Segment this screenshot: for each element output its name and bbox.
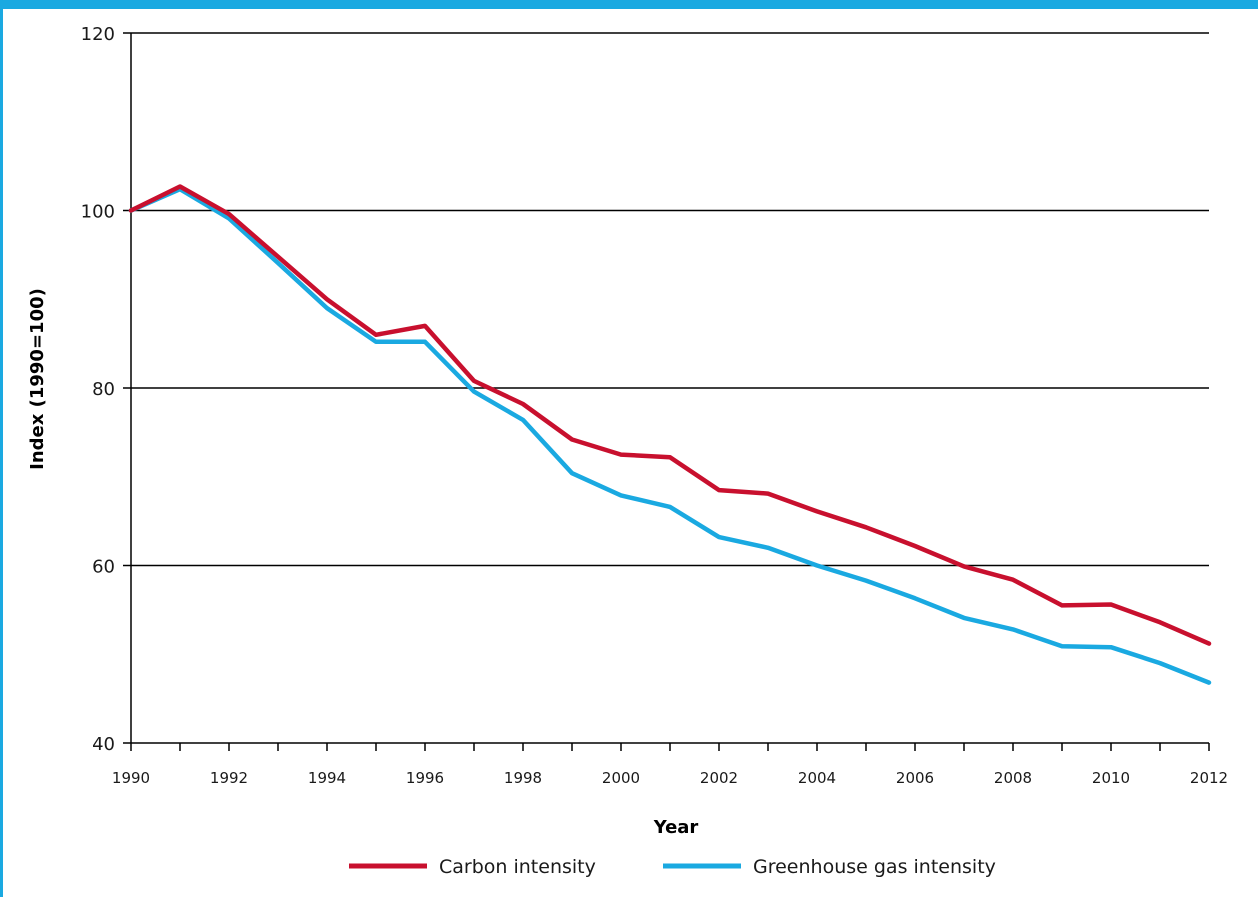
x-tick-2010: 2010: [1092, 769, 1130, 787]
x-tick-1992: 1992: [210, 769, 248, 787]
y-tick-labels: 40 60 80 100 120: [81, 24, 115, 755]
x-tick-2000: 2000: [602, 769, 640, 787]
x-tick-1996: 1996: [406, 769, 444, 787]
x-tick-2006: 2006: [896, 769, 934, 787]
x-axis-title: Year: [653, 817, 699, 838]
y-tick-40: 40: [92, 734, 115, 755]
series-line-carbon-intensity: [128, 184, 1212, 646]
x-tick-1998: 1998: [504, 769, 542, 787]
legend-label-carbon-intensity: Carbon intensity: [439, 856, 596, 878]
x-tick-2002: 2002: [700, 769, 738, 787]
legend-label-greenhouse-gas-intensity: Greenhouse gas intensity: [753, 856, 996, 878]
series-line-greenhouse-gas-intensity: [128, 186, 1212, 685]
series-lines: [128, 184, 1212, 685]
x-tick-labels: 1990 1992 1994 1996 1998 2000 2002 2004 2006 2008…: [112, 769, 1228, 787]
y-tick-80: 80: [92, 379, 115, 400]
x-tick-1990: 1990: [112, 769, 150, 787]
axes: [123, 32, 1210, 751]
x-tick-1994: 1994: [308, 769, 346, 787]
y-tick-120: 120: [81, 24, 115, 45]
y-axis-title: Index (1990=100): [27, 288, 48, 470]
x-tick-2012: 2012: [1190, 769, 1228, 787]
y-tick-100: 100: [81, 202, 115, 223]
x-tick-2004: 2004: [798, 769, 836, 787]
legend: Carbon intensity Greenhouse gas intensit…: [349, 856, 996, 878]
gridlines: [131, 32, 1209, 567]
x-tick-2008: 2008: [994, 769, 1032, 787]
y-tick-60: 60: [92, 557, 115, 578]
